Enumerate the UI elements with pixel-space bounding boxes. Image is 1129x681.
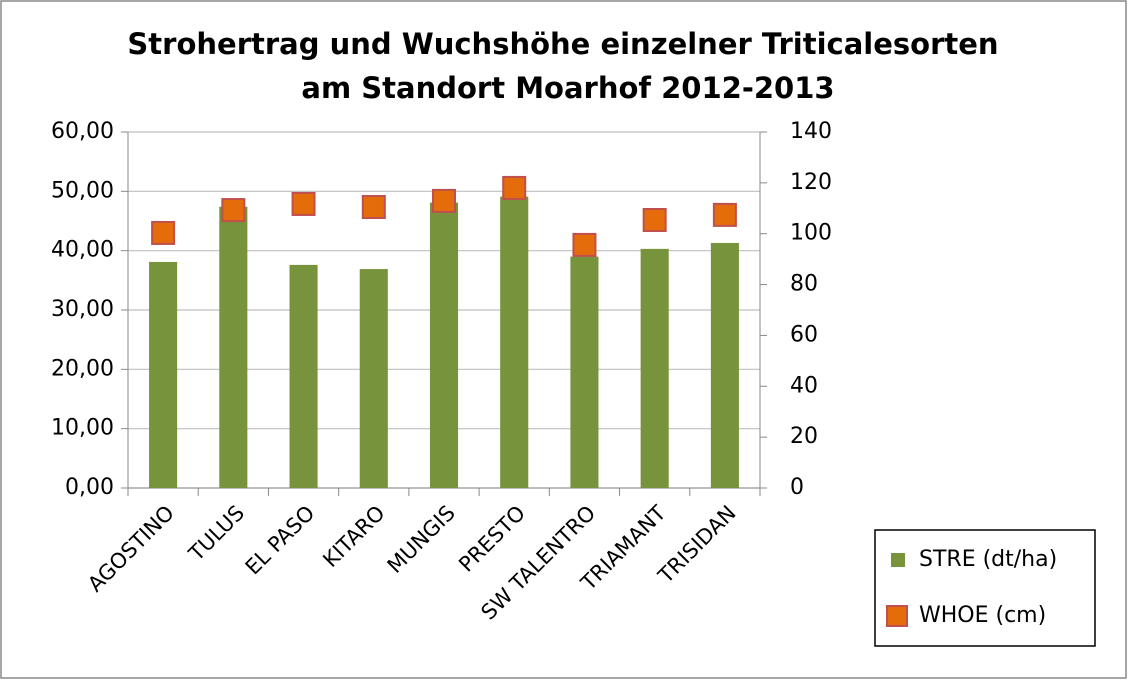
y-tick-label: 60,00 xyxy=(51,119,114,144)
y2-tick-label: 60 xyxy=(790,322,818,347)
y-tick-label: 30,00 xyxy=(51,297,114,322)
marker xyxy=(432,188,456,213)
y2-tick-label: 120 xyxy=(790,170,832,195)
marker xyxy=(221,198,246,223)
y-tick-label: 20,00 xyxy=(51,356,114,381)
legend-box xyxy=(874,529,1096,647)
marker xyxy=(502,175,527,200)
y-tick-label: 0,00 xyxy=(65,475,114,500)
bar xyxy=(640,248,669,488)
y-tick-label: 50,00 xyxy=(51,178,114,203)
bar xyxy=(429,202,459,488)
bar xyxy=(149,261,178,488)
legend-label: WHOE (cm) xyxy=(919,603,1046,628)
y2-tick-label: 80 xyxy=(790,272,818,297)
bar xyxy=(359,269,388,488)
legend-label: STRE (dt/ha) xyxy=(919,547,1057,572)
marker xyxy=(712,202,737,227)
y2-tick-label: 40 xyxy=(790,373,818,398)
y2-tick-label: 20 xyxy=(790,424,818,449)
bar xyxy=(219,206,248,488)
bar xyxy=(500,196,529,488)
legend-swatch xyxy=(886,605,908,627)
y-tick-label: 40,00 xyxy=(51,238,114,263)
marker xyxy=(291,191,316,216)
y2-tick-label: 140 xyxy=(790,119,832,144)
marker xyxy=(642,207,667,232)
legend-swatch xyxy=(891,553,905,567)
bar xyxy=(289,264,318,488)
bar xyxy=(570,256,599,488)
y-tick-label: 10,00 xyxy=(51,416,114,441)
y2-tick-label: 100 xyxy=(790,221,832,246)
y2-tick-label: 0 xyxy=(790,475,804,500)
chart-title: Strohertrag und Wuchshöhe einzelner Trit… xyxy=(127,27,998,61)
marker xyxy=(572,232,597,257)
marker xyxy=(361,195,386,220)
chart-subtitle: am Standort Moarhof 2012-2013 xyxy=(301,71,834,105)
bar xyxy=(710,242,739,488)
marker xyxy=(151,220,176,245)
